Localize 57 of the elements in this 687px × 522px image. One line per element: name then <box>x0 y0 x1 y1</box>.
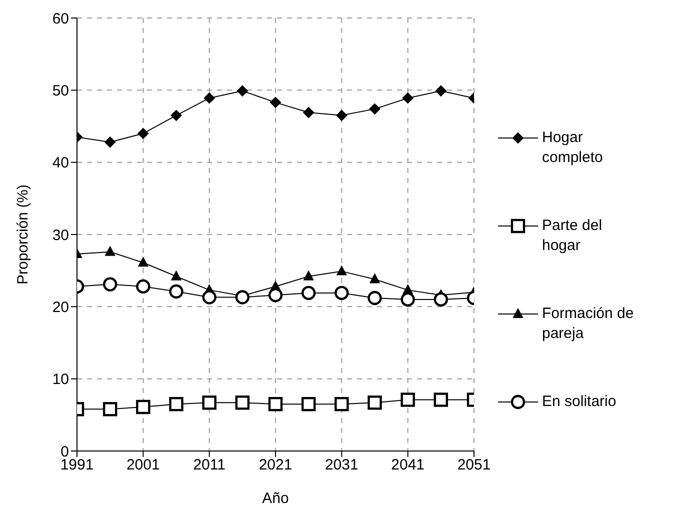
point <box>136 400 150 414</box>
y-tick-label: 40 <box>52 154 69 172</box>
x-tick-label: 2011 <box>193 456 226 474</box>
point <box>400 392 415 407</box>
point <box>336 266 347 276</box>
point <box>435 85 446 96</box>
point <box>170 110 182 121</box>
point <box>235 290 250 304</box>
point <box>334 396 349 412</box>
x-axis-title: Año <box>262 490 289 507</box>
point <box>171 270 182 280</box>
point <box>138 257 148 267</box>
point <box>102 277 118 292</box>
x-tick-label: 2021 <box>258 456 292 474</box>
y-tick-label: 20 <box>52 298 69 316</box>
point <box>334 286 349 300</box>
y-axis-title: Proporción (%) <box>14 184 32 285</box>
point <box>202 396 216 410</box>
y-tick-label: 10 <box>52 371 69 388</box>
point <box>301 396 316 412</box>
point <box>268 288 283 302</box>
x-tick-label: 2031 <box>324 456 358 474</box>
legend-label: Hogar completo <box>542 128 604 168</box>
point <box>304 270 314 280</box>
point <box>236 85 248 96</box>
point <box>105 246 116 256</box>
point <box>268 396 283 412</box>
point <box>434 392 448 407</box>
point <box>402 92 414 104</box>
point <box>336 110 348 121</box>
point <box>169 284 184 299</box>
legend-label: Parte del hogar <box>542 216 604 256</box>
y-tick-label: 50 <box>52 82 69 100</box>
y-tick-label: 30 <box>52 226 69 244</box>
point <box>202 290 216 304</box>
point <box>270 96 281 108</box>
point <box>400 292 415 307</box>
point <box>301 286 316 300</box>
point <box>104 136 116 148</box>
point <box>138 128 149 139</box>
legend-label: Formación de pareja <box>542 304 635 344</box>
legend-label: En solitario <box>542 392 618 412</box>
point <box>303 107 314 118</box>
point <box>136 279 150 294</box>
x-tick-label: 2041 <box>391 456 425 474</box>
point <box>368 290 382 306</box>
point <box>204 92 215 104</box>
point <box>235 396 250 410</box>
x-tick-label: 2051 <box>457 456 491 474</box>
point <box>434 292 448 307</box>
point <box>369 103 380 114</box>
point <box>169 396 184 412</box>
x-tick-label: 2001 <box>126 456 160 474</box>
point <box>370 274 380 284</box>
y-tick-label: 60 <box>52 10 69 28</box>
point <box>368 396 382 410</box>
point <box>102 402 118 416</box>
